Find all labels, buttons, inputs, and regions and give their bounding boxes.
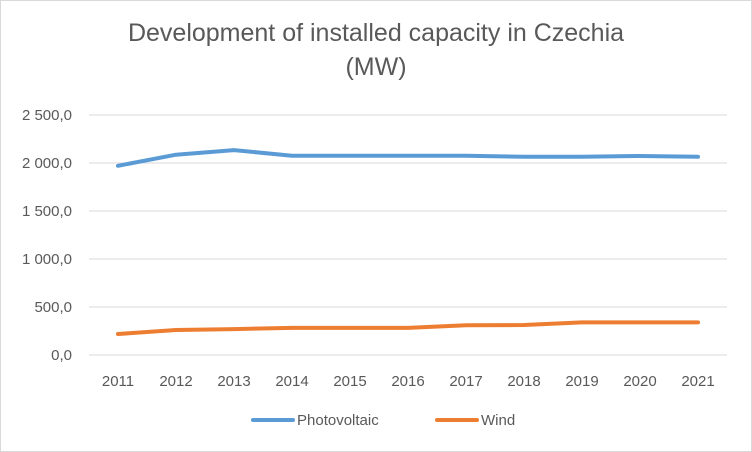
y-tick-label: 500,0 <box>34 299 72 316</box>
chart-title-line2: (MW) <box>345 53 407 81</box>
gridlines <box>89 114 727 356</box>
y-axis-tick-labels: 0,0 500,0 1 000,0 1 500,0 2 000,0 2 500,0 <box>22 107 72 364</box>
y-tick-label: 2 000,0 <box>22 155 72 172</box>
x-tick-label: 2020 <box>623 373 656 390</box>
y-tick-label: 1 000,0 <box>22 251 72 268</box>
x-tick-label: 2016 <box>391 373 424 390</box>
y-tick-label: 1 500,0 <box>22 203 72 220</box>
x-tick-label: 2013 <box>217 373 250 390</box>
x-tick-label: 2011 <box>102 373 134 390</box>
chart-title-line1: Development of installed capacity in Cze… <box>127 19 625 47</box>
chart-title: Development of installed capacity in Cze… <box>0 16 752 84</box>
legend: Photovoltaic Wind <box>251 412 515 429</box>
y-tick-label: 2 500,0 <box>22 107 72 124</box>
x-tick-label: 2014 <box>275 373 308 390</box>
x-axis-tick-labels: 2011 2012 2013 2014 2015 2016 2017 2018 2019 2020… <box>102 373 715 390</box>
x-tick-label: 2017 <box>449 373 482 390</box>
x-tick-label: 2012 <box>159 373 192 390</box>
y-tick-label: 0,0 <box>51 347 72 364</box>
series-lines <box>116 148 700 336</box>
x-tick-label: 2019 <box>565 373 598 390</box>
legend-label: Photovoltaic <box>297 412 379 429</box>
x-tick-label: 2015 <box>333 373 366 390</box>
series-line-photovoltaic <box>116 148 700 168</box>
x-tick-label: 2018 <box>507 373 540 390</box>
series-line-wind <box>116 320 700 336</box>
x-tick-label: 2021 <box>681 373 714 390</box>
legend-label: Wind <box>481 412 515 429</box>
